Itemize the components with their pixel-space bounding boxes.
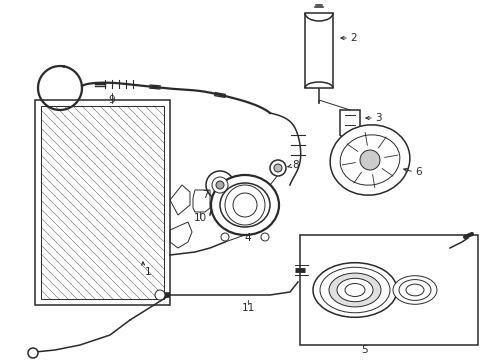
Circle shape bbox=[261, 233, 269, 241]
Text: 3: 3 bbox=[375, 113, 382, 123]
Ellipse shape bbox=[220, 183, 270, 227]
Circle shape bbox=[360, 150, 380, 170]
Text: 5: 5 bbox=[361, 345, 368, 355]
Ellipse shape bbox=[393, 276, 437, 304]
Circle shape bbox=[216, 181, 224, 189]
Bar bbox=[35, 100, 170, 305]
Ellipse shape bbox=[320, 267, 390, 313]
Circle shape bbox=[206, 171, 234, 199]
Text: 1: 1 bbox=[145, 267, 151, 277]
Ellipse shape bbox=[211, 175, 279, 235]
Bar bbox=[41, 106, 164, 299]
Circle shape bbox=[270, 160, 286, 176]
Circle shape bbox=[28, 348, 38, 358]
Ellipse shape bbox=[337, 278, 373, 302]
Text: 6: 6 bbox=[415, 167, 421, 177]
Bar bbox=[300, 235, 478, 345]
Circle shape bbox=[221, 233, 229, 241]
Ellipse shape bbox=[340, 135, 400, 185]
Text: 10: 10 bbox=[194, 213, 207, 223]
Ellipse shape bbox=[399, 280, 431, 300]
Circle shape bbox=[212, 177, 228, 193]
Ellipse shape bbox=[406, 284, 424, 296]
Bar bbox=[305, 13, 333, 88]
Ellipse shape bbox=[345, 284, 365, 297]
Text: 8: 8 bbox=[292, 160, 298, 170]
Ellipse shape bbox=[329, 273, 381, 307]
Text: 2: 2 bbox=[350, 33, 357, 43]
Circle shape bbox=[155, 290, 165, 300]
Text: 7: 7 bbox=[202, 190, 208, 200]
Text: 11: 11 bbox=[242, 303, 255, 313]
Ellipse shape bbox=[330, 125, 410, 195]
Text: 9: 9 bbox=[109, 95, 115, 105]
Text: 4: 4 bbox=[245, 233, 251, 243]
Circle shape bbox=[274, 164, 282, 172]
Ellipse shape bbox=[313, 263, 397, 317]
